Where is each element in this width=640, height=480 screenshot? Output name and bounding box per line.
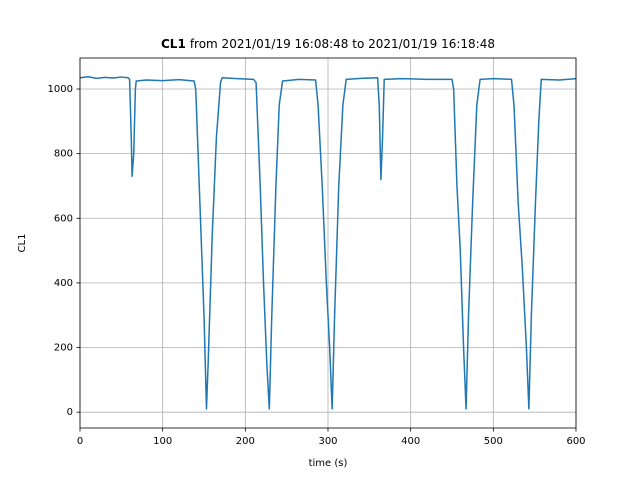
- data-line: [79, 75, 577, 410]
- x-tick-label: 400: [401, 436, 420, 447]
- y-tick-label: 200: [54, 343, 73, 354]
- plot-frame: [79, 57, 577, 429]
- x-tick-label: 200: [236, 436, 255, 447]
- y-tick-label: 400: [54, 278, 73, 289]
- x-tick-label: 500: [484, 436, 503, 447]
- title-label: CL1: [161, 37, 186, 51]
- y-tick-label: 1000: [48, 84, 73, 95]
- x-tick-label: 0: [77, 436, 83, 447]
- y-tick-label: 800: [54, 149, 73, 160]
- y-tick-label: 600: [54, 213, 73, 224]
- title-text: from 2021/01/19 16:08:48 to 2021/01/19 1…: [190, 37, 495, 51]
- x-axis-label: time (s): [309, 458, 348, 469]
- chart-title: CL1 from 2021/01/19 16:08:48 to 2021/01/1…: [161, 37, 495, 51]
- y-axis-label: CL1: [17, 234, 28, 253]
- x-tick-label: 100: [153, 436, 172, 447]
- y-tick-label: 0: [67, 407, 73, 418]
- x-tick-label: 300: [318, 436, 337, 447]
- x-tick-label: 600: [566, 436, 585, 447]
